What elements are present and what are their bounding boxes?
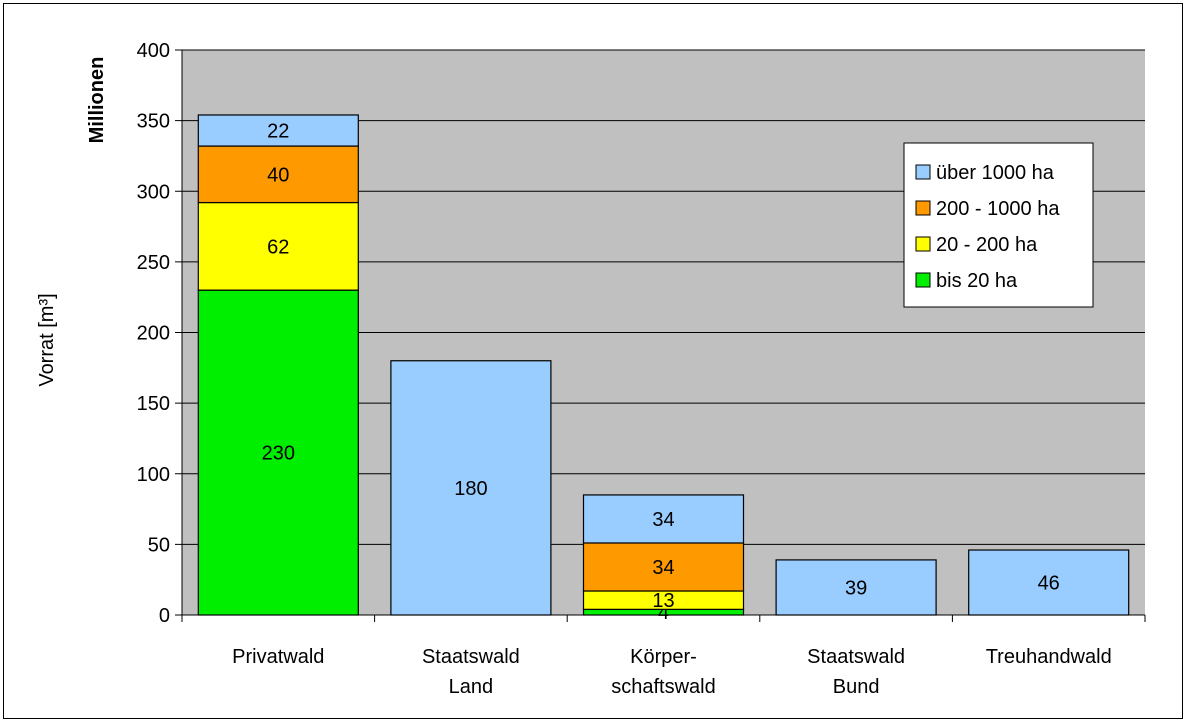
data-label: 39 <box>845 577 867 599</box>
data-label: 46 <box>1038 573 1060 595</box>
legend-label: 200 - 1000 ha <box>936 198 1060 220</box>
bar-segment <box>197 114 359 147</box>
y-tick-labels: 0 50 100 150 200 250 300 350 400 <box>137 40 170 627</box>
legend: über 1000 ha 200 - 1000 ha 20 - 200 ha bis … <box>903 142 1094 308</box>
x-tick-labels: Privatwald Staatswald Land Körper-schaftswa… <box>232 646 1112 698</box>
data-label: 62 <box>267 236 289 258</box>
legend-label: bis 20 ha <box>936 270 1018 292</box>
bar-segment <box>582 542 745 592</box>
data-label: 40 <box>267 164 289 186</box>
bar-segment <box>390 360 552 616</box>
data-label: 180 <box>454 478 487 500</box>
y-tick-label: 0 <box>159 605 170 627</box>
legend-swatch <box>915 236 931 252</box>
bar-segment <box>775 559 937 616</box>
x-tick-label: schaftswald <box>611 676 716 698</box>
y-axis-unit-label: Millionen <box>86 57 108 144</box>
x-tick-label: Land <box>449 676 494 698</box>
data-label: 4 <box>658 602 669 624</box>
y-tick-label: 400 <box>137 40 170 62</box>
x-tick-label: Staatswald <box>807 646 905 668</box>
bars: 230 62 40 22 180 413 34 34 39 46 <box>197 114 1130 624</box>
x-tick-label: Privatwald <box>232 646 324 668</box>
axes <box>175 49 1146 622</box>
y-tick-label: 100 <box>137 464 170 486</box>
legend-label: 20 - 200 ha <box>936 234 1038 256</box>
data-label: 22 <box>267 121 289 143</box>
x-tick-label: Bund <box>833 676 880 698</box>
bar-segment <box>582 494 745 544</box>
y-axis-label: Vorrat [m³] <box>36 293 58 386</box>
y-tick-label: 350 <box>137 111 170 133</box>
x-tick-label: Körper- <box>630 646 697 668</box>
bar-segment <box>968 549 1130 616</box>
data-label: 34 <box>652 557 674 579</box>
x-tick-label: Treuhandwald <box>986 646 1112 668</box>
data-label: 230 <box>262 443 295 465</box>
data-label: 13 <box>652 590 674 612</box>
legend-swatch <box>915 164 931 180</box>
y-tick-label: 250 <box>137 252 170 274</box>
legend-box <box>903 142 1094 308</box>
legend-swatch <box>915 272 931 288</box>
y-tick-label: 200 <box>137 323 170 345</box>
data-label: 34 <box>652 509 674 531</box>
x-tick-label: Staatswald <box>422 646 520 668</box>
bar-segment <box>197 145 359 204</box>
y-tick-label: 150 <box>137 393 170 415</box>
y-tick-label: 50 <box>148 534 170 556</box>
legend-swatch <box>915 200 931 216</box>
legend-label: über 1000 ha <box>936 162 1055 184</box>
y-tick-label: 300 <box>137 181 170 203</box>
bar-segment <box>197 289 359 616</box>
